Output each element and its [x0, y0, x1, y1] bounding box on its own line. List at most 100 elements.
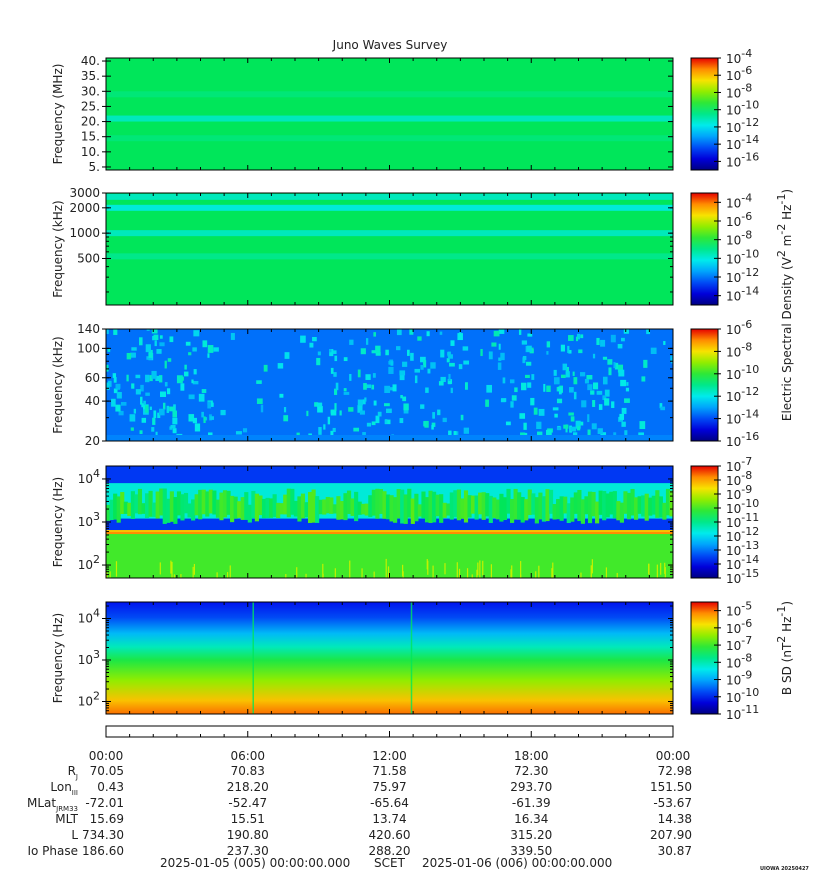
emission-patch: [348, 407, 354, 412]
spike: [471, 574, 473, 578]
emission-band: [106, 230, 673, 237]
hiss-column: [587, 491, 593, 524]
spike: [590, 565, 592, 578]
emission-patch: [339, 410, 342, 416]
emission-patch: [432, 412, 435, 419]
emission-patch: [349, 373, 352, 381]
emission-patch: [409, 329, 414, 335]
chart-title: Juno Waves Survey: [332, 38, 448, 52]
emission-patch: [518, 329, 522, 335]
hiss-column: [293, 500, 298, 517]
emission-patch: [372, 373, 376, 378]
hiss-column: [584, 496, 589, 515]
hiss-column: [318, 499, 323, 515]
emission-patch: [139, 337, 143, 346]
y-tick-label: 2000: [69, 201, 100, 215]
emission-patch: [619, 413, 625, 420]
hiss-column: [655, 490, 660, 518]
emission-patch: [148, 349, 153, 358]
emission-band: [106, 115, 673, 122]
emission-patch: [553, 369, 557, 376]
emission-patch: [440, 349, 445, 358]
electric-colorbar-label: Electric Spectral Density (V2 m-2 Hz-1): [775, 189, 794, 421]
background-emission: [106, 193, 673, 305]
colorbar-gradient: [690, 192, 719, 306]
hiss-column: [258, 495, 263, 516]
emission-patch: [417, 336, 422, 341]
emission-patch: [596, 390, 603, 395]
spike: [361, 568, 363, 578]
ephemeris-value: 0.43: [97, 780, 124, 794]
hiss-column: [414, 493, 419, 522]
emission-patch: [159, 335, 163, 339]
hiss-column: [513, 488, 518, 520]
emission-patch: [283, 415, 289, 422]
ephemeris-value: 186.60: [82, 844, 124, 858]
emission-patch: [578, 349, 583, 354]
emission-patch: [146, 356, 152, 360]
y-axis-label: Frequency (kHz): [51, 200, 65, 297]
hiss-column: [205, 491, 210, 517]
emission-patch: [491, 342, 497, 347]
emission-patch: [316, 402, 323, 407]
hiss-column: [641, 495, 646, 517]
y-tick-label: 140: [77, 322, 100, 336]
y-tick-label: 20: [85, 434, 100, 448]
spike: [477, 562, 479, 576]
emission-patch: [584, 378, 589, 384]
hiss-column: [626, 492, 632, 520]
spike: [385, 558, 387, 578]
emission-patch: [604, 398, 610, 406]
emission-patch: [498, 343, 501, 350]
ephemeris-value: 72.98: [658, 764, 692, 778]
emission-patch: [327, 416, 331, 425]
spike: [432, 565, 434, 578]
spike: [229, 565, 231, 578]
hiss-column: [658, 496, 663, 518]
emission-patch: [309, 342, 314, 348]
emission-patch: [371, 421, 376, 426]
panels: 5.10.15.20. 25.30.35.40. Frequency (MHz) 50…: [51, 54, 674, 715]
emission-patch: [403, 408, 409, 414]
emission-patch: [592, 353, 596, 359]
spectrogram-p5: [106, 602, 673, 714]
emission-patch: [365, 338, 369, 345]
emission-patch: [230, 332, 235, 340]
emission-patch: [158, 375, 163, 383]
emission-patch: [194, 423, 201, 432]
emission-patch: [333, 372, 337, 377]
hiss-column: [488, 495, 493, 523]
emission-patch: [153, 410, 157, 419]
hiss-column: [595, 501, 600, 524]
emission-patch: [388, 366, 394, 374]
time-axis: 00:00 06:00 12:00 18:00 00:00: [89, 725, 690, 763]
emission-patch: [316, 357, 321, 366]
hiss-column: [382, 491, 387, 519]
hiss-column: [446, 503, 451, 516]
ephemeris-value: 207.90: [650, 828, 692, 842]
spike: [296, 567, 298, 578]
spike: [456, 562, 458, 578]
hiss-column: [378, 489, 384, 514]
spike: [538, 565, 540, 578]
y-tick-label: 15.: [81, 130, 100, 144]
hiss-column: [162, 488, 167, 524]
hiss-column: [410, 498, 415, 524]
emission-patch: [546, 351, 549, 355]
emission-patch: [201, 411, 204, 418]
emission-patch: [592, 382, 599, 390]
emission-patch: [375, 351, 381, 356]
hiss-column: [637, 496, 642, 514]
hiss-column: [120, 492, 125, 515]
spike: [109, 571, 111, 578]
emission-patch: [420, 356, 426, 363]
hiss-column: [130, 491, 135, 519]
emission-patch: [639, 421, 646, 429]
emission-patch: [167, 358, 172, 362]
emission-patch: [164, 360, 167, 369]
colorbar-tick-label: 10-6: [726, 64, 752, 83]
time-tick-label: 00:00: [89, 749, 124, 763]
emission-patch: [191, 379, 194, 384]
hiss-column: [371, 489, 376, 516]
emission-patch: [130, 352, 136, 358]
